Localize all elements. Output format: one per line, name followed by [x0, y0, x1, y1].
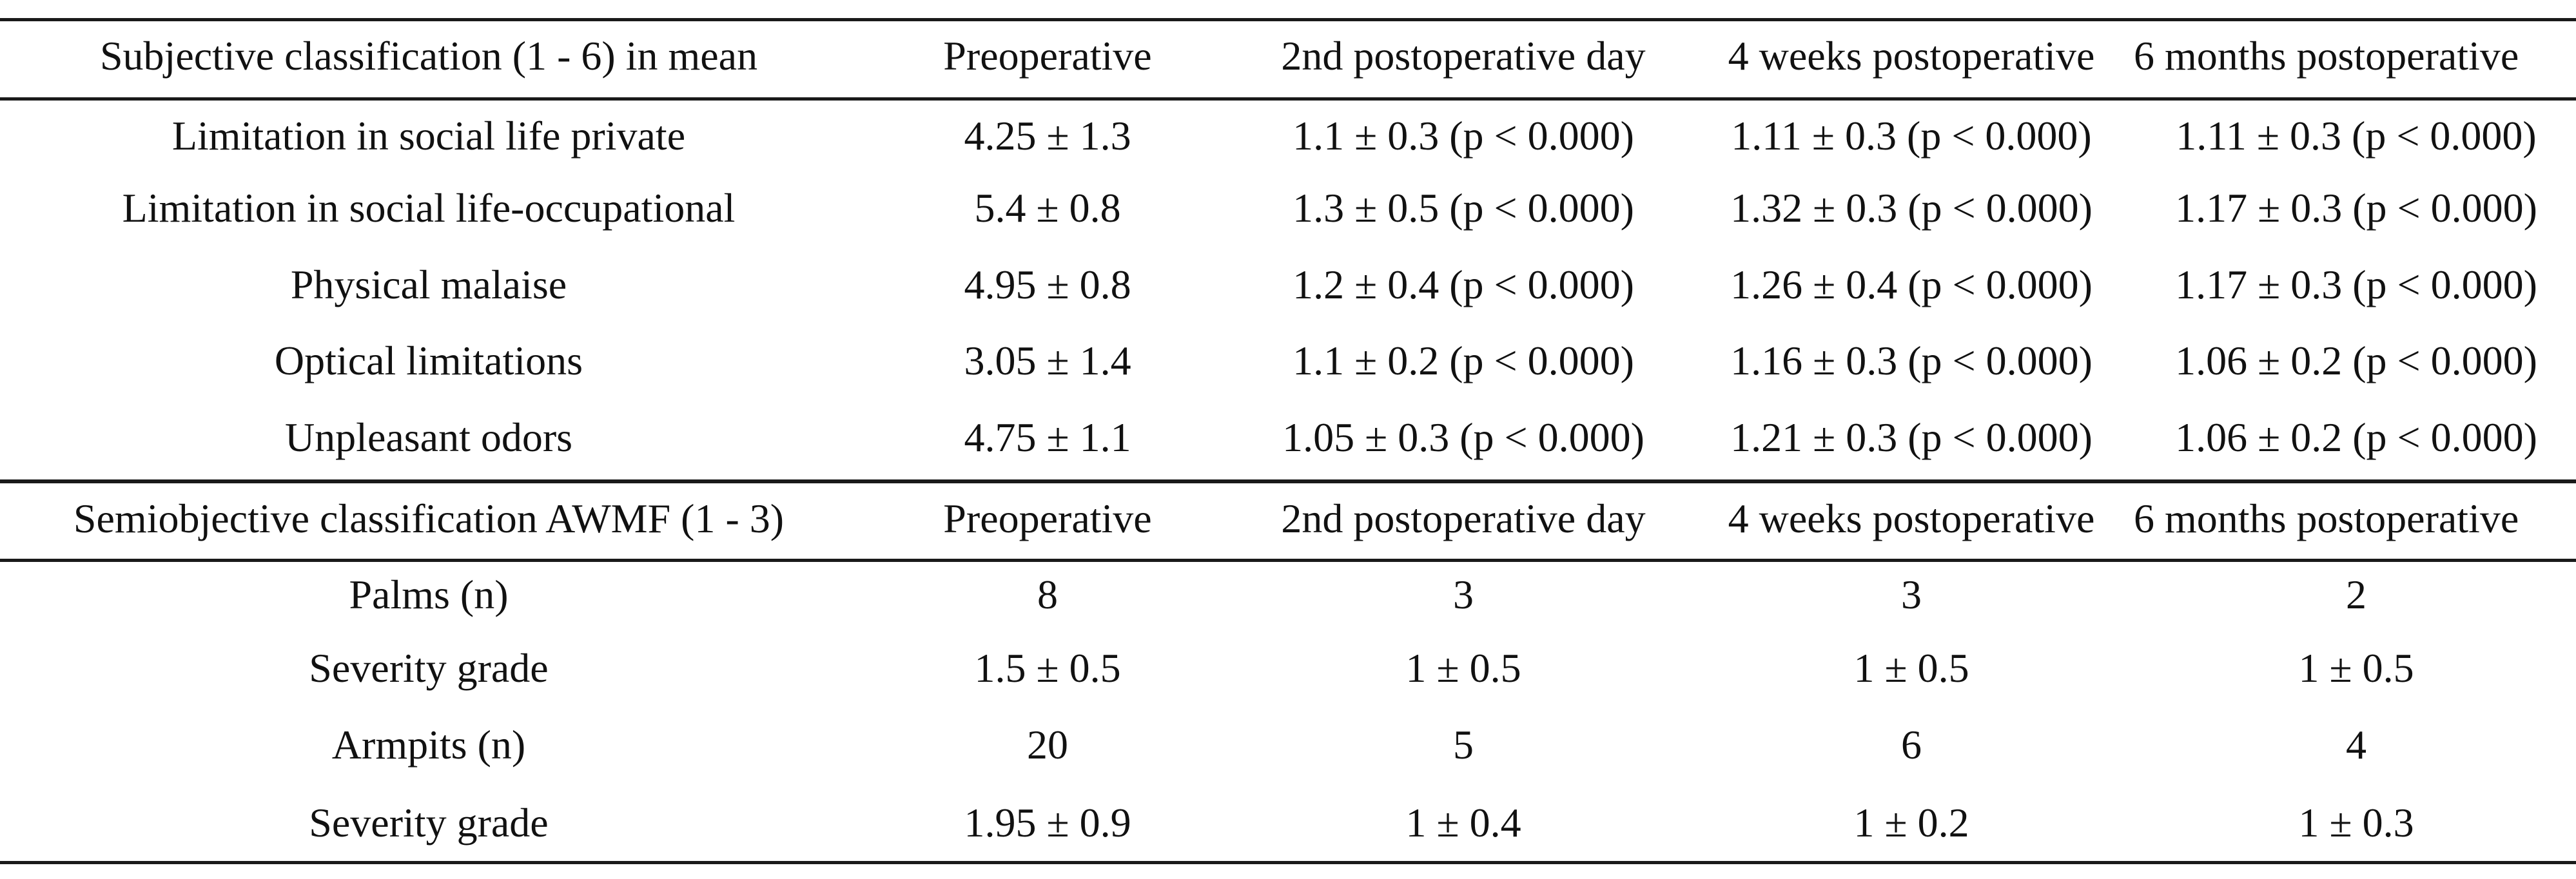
cell-2nd-day: 1.05 ± 0.3 (p < 0.000): [1282, 414, 1644, 460]
table-row: Palms (n) 8 3 3 2: [0, 559, 2576, 630]
cell-2nd-day: 3: [1453, 572, 1474, 617]
row-label: Optical limitations: [274, 338, 583, 383]
header-preoperative: Preoperative: [943, 496, 1152, 541]
cell-4-weeks: 1.21 ± 0.3 (p < 0.000): [1730, 414, 2093, 460]
cell-6-months: 1 ± 0.5: [2298, 645, 2414, 691]
cell-preoperative: 4.75 ± 1.1: [964, 414, 1131, 460]
cell-2nd-day: 1.1 ± 0.2 (p < 0.000): [1293, 338, 1634, 383]
cell-2nd-day: 1 ± 0.4: [1405, 800, 1521, 845]
cell-preoperative: 20: [1027, 722, 1068, 768]
row-label: Limitation in social life-occupational: [122, 185, 736, 231]
row-label: Limitation in social life private: [171, 113, 686, 159]
table-row: Limitation in social life-occupational 5…: [0, 173, 2576, 244]
cell-preoperative: 1.5 ± 0.5: [974, 645, 1121, 691]
cell-preoperative: 3.05 ± 1.4: [964, 338, 1131, 383]
cell-2nd-day: 5: [1453, 722, 1474, 768]
section-rule: [0, 479, 2576, 483]
cell-4-weeks: 6: [1901, 722, 1922, 768]
subjective-header-row: Subjective classification (1 - 6) in mea…: [0, 21, 2576, 92]
header-4-weeks-postoperative: 4 weeks postoperative: [1728, 496, 2095, 541]
header-2nd-postoperative-day: 2nd postoperative day: [1281, 33, 1646, 79]
cell-preoperative: 1.95 ± 0.9: [964, 800, 1131, 845]
cell-6-months: 1.17 ± 0.3 (p < 0.000): [2175, 185, 2537, 231]
row-label: Severity grade: [309, 800, 549, 845]
cell-2nd-day: 1.2 ± 0.4 (p < 0.000): [1293, 262, 1634, 307]
cell-6-months: 1.11 ± 0.3 (p < 0.000): [2176, 113, 2537, 159]
cell-preoperative: 4.95 ± 0.8: [964, 262, 1131, 307]
table-row: Optical limitations 3.05 ± 1.4 1.1 ± 0.2…: [0, 325, 2576, 396]
cell-6-months: 1.06 ± 0.2 (p < 0.000): [2175, 414, 2537, 460]
table-row: Severity grade 1.5 ± 0.5 1 ± 0.5 1 ± 0.5…: [0, 633, 2576, 704]
cell-2nd-day: 1.3 ± 0.5 (p < 0.000): [1293, 185, 1634, 231]
cell-4-weeks: 3: [1901, 572, 1922, 617]
cell-2nd-day: 1.1 ± 0.3 (p < 0.000): [1293, 113, 1634, 159]
cell-4-weeks: 1.11 ± 0.3 (p < 0.000): [1731, 113, 2092, 159]
table-row: Armpits (n) 20 5 6 4: [0, 710, 2576, 780]
cell-6-months: 1 ± 0.3: [2298, 800, 2414, 845]
cell-2nd-day: 1 ± 0.5: [1405, 645, 1521, 691]
cell-4-weeks: 1.26 ± 0.4 (p < 0.000): [1730, 262, 2093, 307]
header-preoperative: Preoperative: [943, 33, 1152, 79]
cell-preoperative: 4.25 ± 1.3: [964, 113, 1131, 159]
header-6-months-postoperative: 6 months postoperative: [2134, 496, 2519, 541]
cell-6-months: 4: [2346, 722, 2366, 768]
top-rule: [0, 18, 2576, 21]
row-label: Severity grade: [309, 645, 549, 691]
cell-6-months: 1.17 ± 0.3 (p < 0.000): [2175, 262, 2537, 307]
table-row: Unpleasant odors 4.75 ± 1.1 1.05 ± 0.3 (…: [0, 402, 2576, 473]
header-rule: [0, 559, 2576, 562]
header-6-months-postoperative: 6 months postoperative: [2134, 33, 2519, 79]
cell-4-weeks: 1 ± 0.5: [1853, 645, 1969, 691]
semiobjective-header-title: Semiobjective classification AWMF (1 - 3…: [73, 496, 785, 541]
bottom-rule: [0, 861, 2576, 864]
cell-4-weeks: 1 ± 0.2: [1853, 800, 1969, 845]
table-row: Physical malaise 4.95 ± 0.8 1.2 ± 0.4 (p…: [0, 249, 2576, 320]
cell-6-months: 1.06 ± 0.2 (p < 0.000): [2175, 338, 2537, 383]
row-label: Unpleasant odors: [284, 414, 573, 460]
cell-6-months: 2: [2346, 572, 2366, 617]
table-row: Limitation in social life private 4.25 ±…: [0, 101, 2576, 171]
cell-preoperative: 5.4 ± 0.8: [974, 185, 1121, 231]
subjective-header-title: Subjective classification (1 - 6) in mea…: [99, 33, 758, 79]
cell-4-weeks: 1.32 ± 0.3 (p < 0.000): [1730, 185, 2093, 231]
row-label: Armpits (n): [331, 722, 526, 768]
header-2nd-postoperative-day: 2nd postoperative day: [1281, 496, 1646, 541]
row-label: Palms (n): [349, 572, 509, 617]
header-rule: [0, 97, 2576, 101]
cell-4-weeks: 1.16 ± 0.3 (p < 0.000): [1730, 338, 2093, 383]
semiobjective-header-row: Semiobjective classification AWMF (1 - 3…: [0, 483, 2576, 554]
header-4-weeks-postoperative: 4 weeks postoperative: [1728, 33, 2095, 79]
cell-preoperative: 8: [1037, 572, 1058, 617]
table-row: Severity grade 1.95 ± 0.9 1 ± 0.4 1 ± 0.…: [0, 787, 2576, 858]
row-label: Physical malaise: [290, 262, 567, 307]
